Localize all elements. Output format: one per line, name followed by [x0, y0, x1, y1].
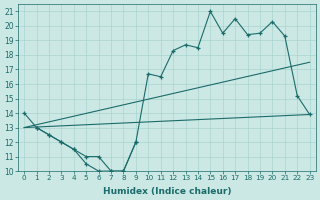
X-axis label: Humidex (Indice chaleur): Humidex (Indice chaleur): [103, 187, 231, 196]
